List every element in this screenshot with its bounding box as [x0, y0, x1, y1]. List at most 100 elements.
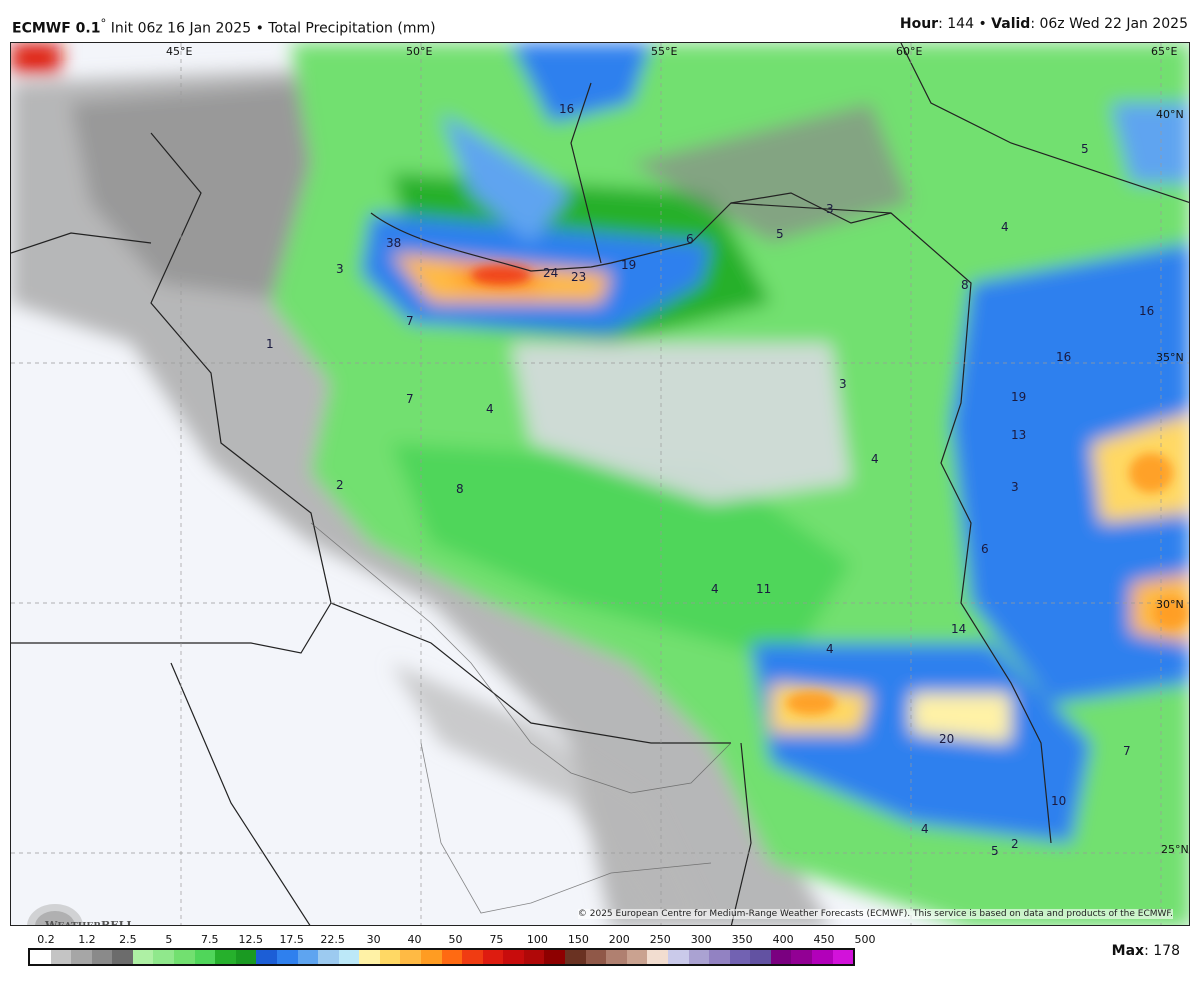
- separator: •: [255, 20, 264, 37]
- max-label: Max: [1111, 943, 1145, 959]
- precip-value-label: 19: [1011, 390, 1026, 404]
- valid-time-info: Hour: 144 • Valid: 06z Wed 22 Jan 2025: [899, 16, 1188, 32]
- colorbar-tick-label: 0.2: [37, 933, 55, 946]
- precip-value-label: 16: [559, 102, 574, 116]
- colorbar-swatch: [400, 950, 421, 964]
- model-name: ECMWF 0.1: [12, 20, 101, 37]
- colorbar-swatch: [112, 950, 133, 964]
- graticule: [11, 43, 1189, 925]
- colorbar-tick-label: 450: [813, 933, 835, 946]
- colorbar-tick-label: 5: [165, 933, 173, 946]
- longitude-label: 65°E: [1151, 45, 1177, 58]
- colorbar-swatch: [770, 950, 792, 964]
- colorbar-swatch: [215, 950, 236, 964]
- precip-value-label: 7: [1123, 744, 1131, 758]
- colorbar-swatch: [297, 950, 319, 964]
- precip-value-label: 3: [839, 377, 847, 391]
- colorbar-swatch: [379, 950, 401, 964]
- colorbar-tick-label: 250: [649, 933, 671, 946]
- precip-value-label: 5: [991, 844, 999, 858]
- precip-value-label: 23: [571, 270, 586, 284]
- colorbar-tick-label: 30: [366, 933, 381, 946]
- colorbar-tick-label: 500: [854, 933, 876, 946]
- colorbar-swatch: [626, 950, 648, 964]
- colorbar-swatch: [811, 950, 833, 964]
- colorbar-swatch: [338, 950, 360, 964]
- colorbar-tick-label: 2.5: [119, 933, 137, 946]
- precip-value-label: 20: [939, 732, 954, 746]
- longitude-label: 55°E: [651, 45, 677, 58]
- map-canvas: 45°E 50°E 55°E 60°E 65°E40°N35°N30°N25°N 382…: [11, 43, 1189, 925]
- ecmwf-credit: © 2025 European Centre for Medium-Range …: [577, 909, 1173, 919]
- precip-value-label: 1: [266, 337, 274, 351]
- latitude-label: 35°N: [1156, 351, 1184, 364]
- colorbar-swatch: [750, 950, 771, 964]
- colorbar-swatch: [153, 950, 175, 964]
- coastline: [310, 522, 732, 914]
- max-value: 178: [1153, 943, 1180, 959]
- colorbar-tick-label: 40: [407, 933, 422, 946]
- precip-value-label: 7: [406, 314, 414, 328]
- precip-value-label: 4: [826, 642, 834, 656]
- precip-value-label: 6: [981, 542, 989, 556]
- precip-value-label: 24: [543, 266, 558, 280]
- precip-value-label: 16: [1056, 350, 1071, 364]
- colorbar-swatch: [420, 950, 442, 964]
- colorbar-swatch: [441, 950, 463, 964]
- longitude-label: 45°E: [166, 45, 192, 58]
- colorbar-swatch: [585, 950, 607, 964]
- precip-value-label: 13: [1011, 428, 1026, 442]
- colorbar-tick-label: 50: [448, 933, 463, 946]
- colorbar-swatch: [709, 950, 730, 964]
- precip-value-label: 5: [776, 227, 784, 241]
- colorbar-swatch: [91, 950, 113, 964]
- colorbar-swatch: [174, 950, 195, 964]
- max-value-readout: Max: 178: [1111, 943, 1180, 959]
- longitude-label: 50°E: [406, 45, 432, 58]
- init-time: Init 06z 16 Jan 2025: [110, 20, 252, 37]
- precip-value-label: 7: [406, 392, 414, 406]
- colorbar-ticks: 0.2 1.2 2.5 5 7.5 12.5 17.5 22.5 30 40 50 75 100 150 2…: [18, 933, 875, 947]
- precip-value-label: 16: [1139, 304, 1154, 318]
- precip-value-label: 5: [1081, 142, 1089, 156]
- precip-value-label: 3: [1011, 480, 1019, 494]
- forecast-hour: 144: [947, 16, 974, 32]
- precip-value-label: 6: [686, 232, 694, 246]
- colorbar-tick-label: 200: [608, 933, 630, 946]
- colorbar-swatch: [503, 950, 524, 964]
- precip-value-label: 2: [1011, 837, 1019, 851]
- precip-value-label: 8: [456, 482, 464, 496]
- latitude-label: 30°N: [1156, 598, 1184, 611]
- colorbar: [28, 948, 855, 966]
- colorbar-swatch: [50, 950, 72, 964]
- colorbar-tick-label: 75: [489, 933, 504, 946]
- colorbar-swatch: [729, 950, 751, 964]
- product-name: Total Precipitation (mm): [268, 20, 436, 37]
- precip-value-label: 4: [921, 822, 929, 836]
- colorbar-tick-label: 7.5: [201, 933, 219, 946]
- precip-value-label: 3: [826, 202, 834, 216]
- colorbar-tick-label: 17.5: [279, 933, 304, 946]
- precip-value-label: 11: [756, 582, 771, 596]
- colorbar-swatch: [256, 950, 277, 964]
- colorbar-swatch: [688, 950, 710, 964]
- precip-value-label: 14: [951, 622, 966, 636]
- precip-cores: [471, 265, 1189, 715]
- colorbar-swatch: [667, 950, 689, 964]
- degree-symbol: °: [100, 16, 107, 30]
- colorbar-swatch: [565, 950, 586, 964]
- colorbar-swatch: [523, 950, 545, 964]
- colorbar-swatch: [832, 950, 854, 964]
- longitude-label: 60°E: [896, 45, 922, 58]
- colorbar-swatch: [606, 950, 627, 964]
- colorbar-swatch: [462, 950, 483, 964]
- precipitation-map: 45°E 50°E 55°E 60°E 65°E 40°N 35°N 30°N 25°N 38 2…: [10, 42, 1190, 926]
- colorbar-tick-label: 350: [731, 933, 753, 946]
- precip-value-label: 4: [486, 402, 494, 416]
- valid-label: Valid: [991, 16, 1031, 32]
- borders: [11, 43, 1189, 925]
- colorbar-swatch: [791, 950, 812, 964]
- colorbar-swatch: [544, 950, 566, 964]
- valid-time: 06z Wed 22 Jan 2025: [1039, 16, 1188, 32]
